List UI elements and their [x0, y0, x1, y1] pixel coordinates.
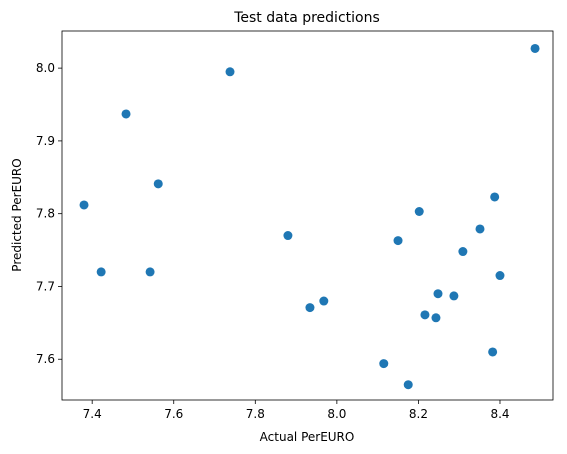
- plot-frame: [61, 30, 554, 401]
- point: [379, 359, 389, 369]
- point: [393, 236, 403, 246]
- x-tick-label: 8.2: [409, 407, 428, 421]
- point: [319, 296, 329, 306]
- point: [403, 380, 413, 390]
- point: [431, 313, 441, 323]
- point: [145, 267, 155, 277]
- point: [225, 67, 235, 77]
- point: [530, 43, 540, 53]
- point: [283, 231, 293, 241]
- point: [96, 267, 106, 277]
- point: [458, 247, 468, 257]
- y-tick-label: 7.9: [36, 134, 55, 148]
- point: [495, 271, 505, 281]
- point: [433, 289, 443, 299]
- point: [305, 303, 315, 313]
- point: [153, 179, 163, 189]
- x-tick-label: 8.0: [327, 407, 346, 421]
- chart-title: Test data predictions: [233, 10, 380, 26]
- point: [490, 192, 500, 202]
- y-axis-label: Predicted PerEURO: [10, 158, 24, 271]
- y-tick-label: 7.6: [36, 352, 55, 366]
- x-tick-label: 7.8: [246, 407, 265, 421]
- x-tick-label: 7.4: [83, 407, 102, 421]
- x-axis-label: Actual PerEURO: [260, 430, 355, 444]
- point: [488, 347, 498, 357]
- y-tick-label: 8.0: [36, 61, 55, 75]
- point: [79, 200, 89, 210]
- y-tick-label: 7.8: [36, 207, 55, 221]
- point: [414, 206, 424, 216]
- x-tick-label: 7.6: [164, 407, 183, 421]
- y-tick-label: 7.7: [36, 279, 55, 293]
- x-tick-label: 8.4: [490, 407, 509, 421]
- point: [420, 310, 430, 320]
- point: [121, 109, 131, 119]
- point: [475, 224, 485, 234]
- point: [449, 291, 459, 301]
